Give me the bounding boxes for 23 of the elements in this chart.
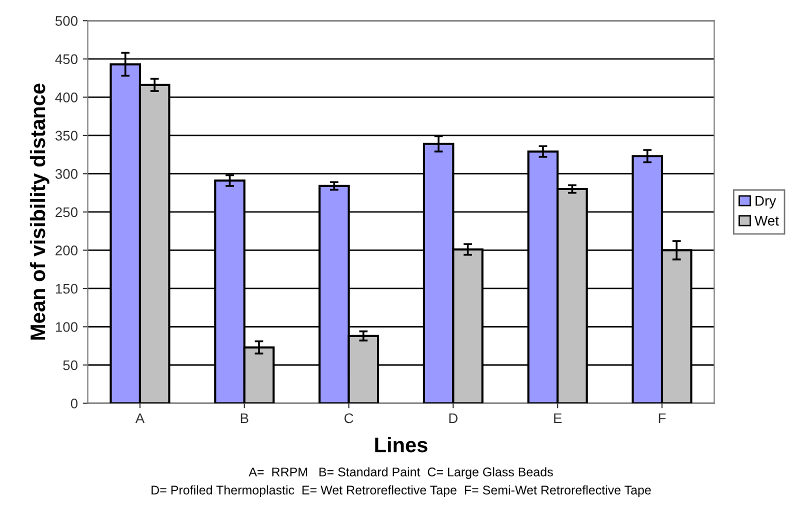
y-axis-title: Mean of visibility distance bbox=[30, 84, 50, 340]
y-tick-label: 250 bbox=[56, 207, 78, 218]
x-tick-label: A bbox=[135, 413, 145, 424]
x-tick-label: D bbox=[449, 413, 458, 424]
x-tick-label: B bbox=[240, 413, 248, 424]
y-tick-label: 500 bbox=[55, 16, 78, 26]
text: D= Profiled Thermoplastic E= Wet Retroreflective Tape F= Semi-Wet Retroreflective Tape bbox=[152, 485, 651, 497]
legend-label: Wet bbox=[754, 216, 779, 226]
y-tick-label: 0 bbox=[70, 398, 78, 408]
y-tick-label: 450 bbox=[55, 54, 78, 64]
y-tick-label: 400 bbox=[55, 92, 78, 102]
x-axis-title: Lines bbox=[375, 437, 428, 452]
y-tick-label: 50 bbox=[63, 360, 78, 370]
legend-label: Dry bbox=[756, 196, 776, 208]
x-tick-label: E bbox=[554, 413, 562, 424]
text: A= RRPM B= Standard Paint C= Large Glass Beads bbox=[248, 467, 553, 479]
y-tick-label: 100 bbox=[56, 322, 78, 332]
y-tick-label: 300 bbox=[55, 169, 78, 179]
x-tick-label: F bbox=[658, 413, 666, 424]
x-tick-label: C bbox=[344, 413, 354, 424]
y-tick-label: 350 bbox=[55, 130, 78, 141]
y-tick-label: 150 bbox=[56, 284, 78, 294]
y-tick-label: 200 bbox=[56, 246, 78, 256]
